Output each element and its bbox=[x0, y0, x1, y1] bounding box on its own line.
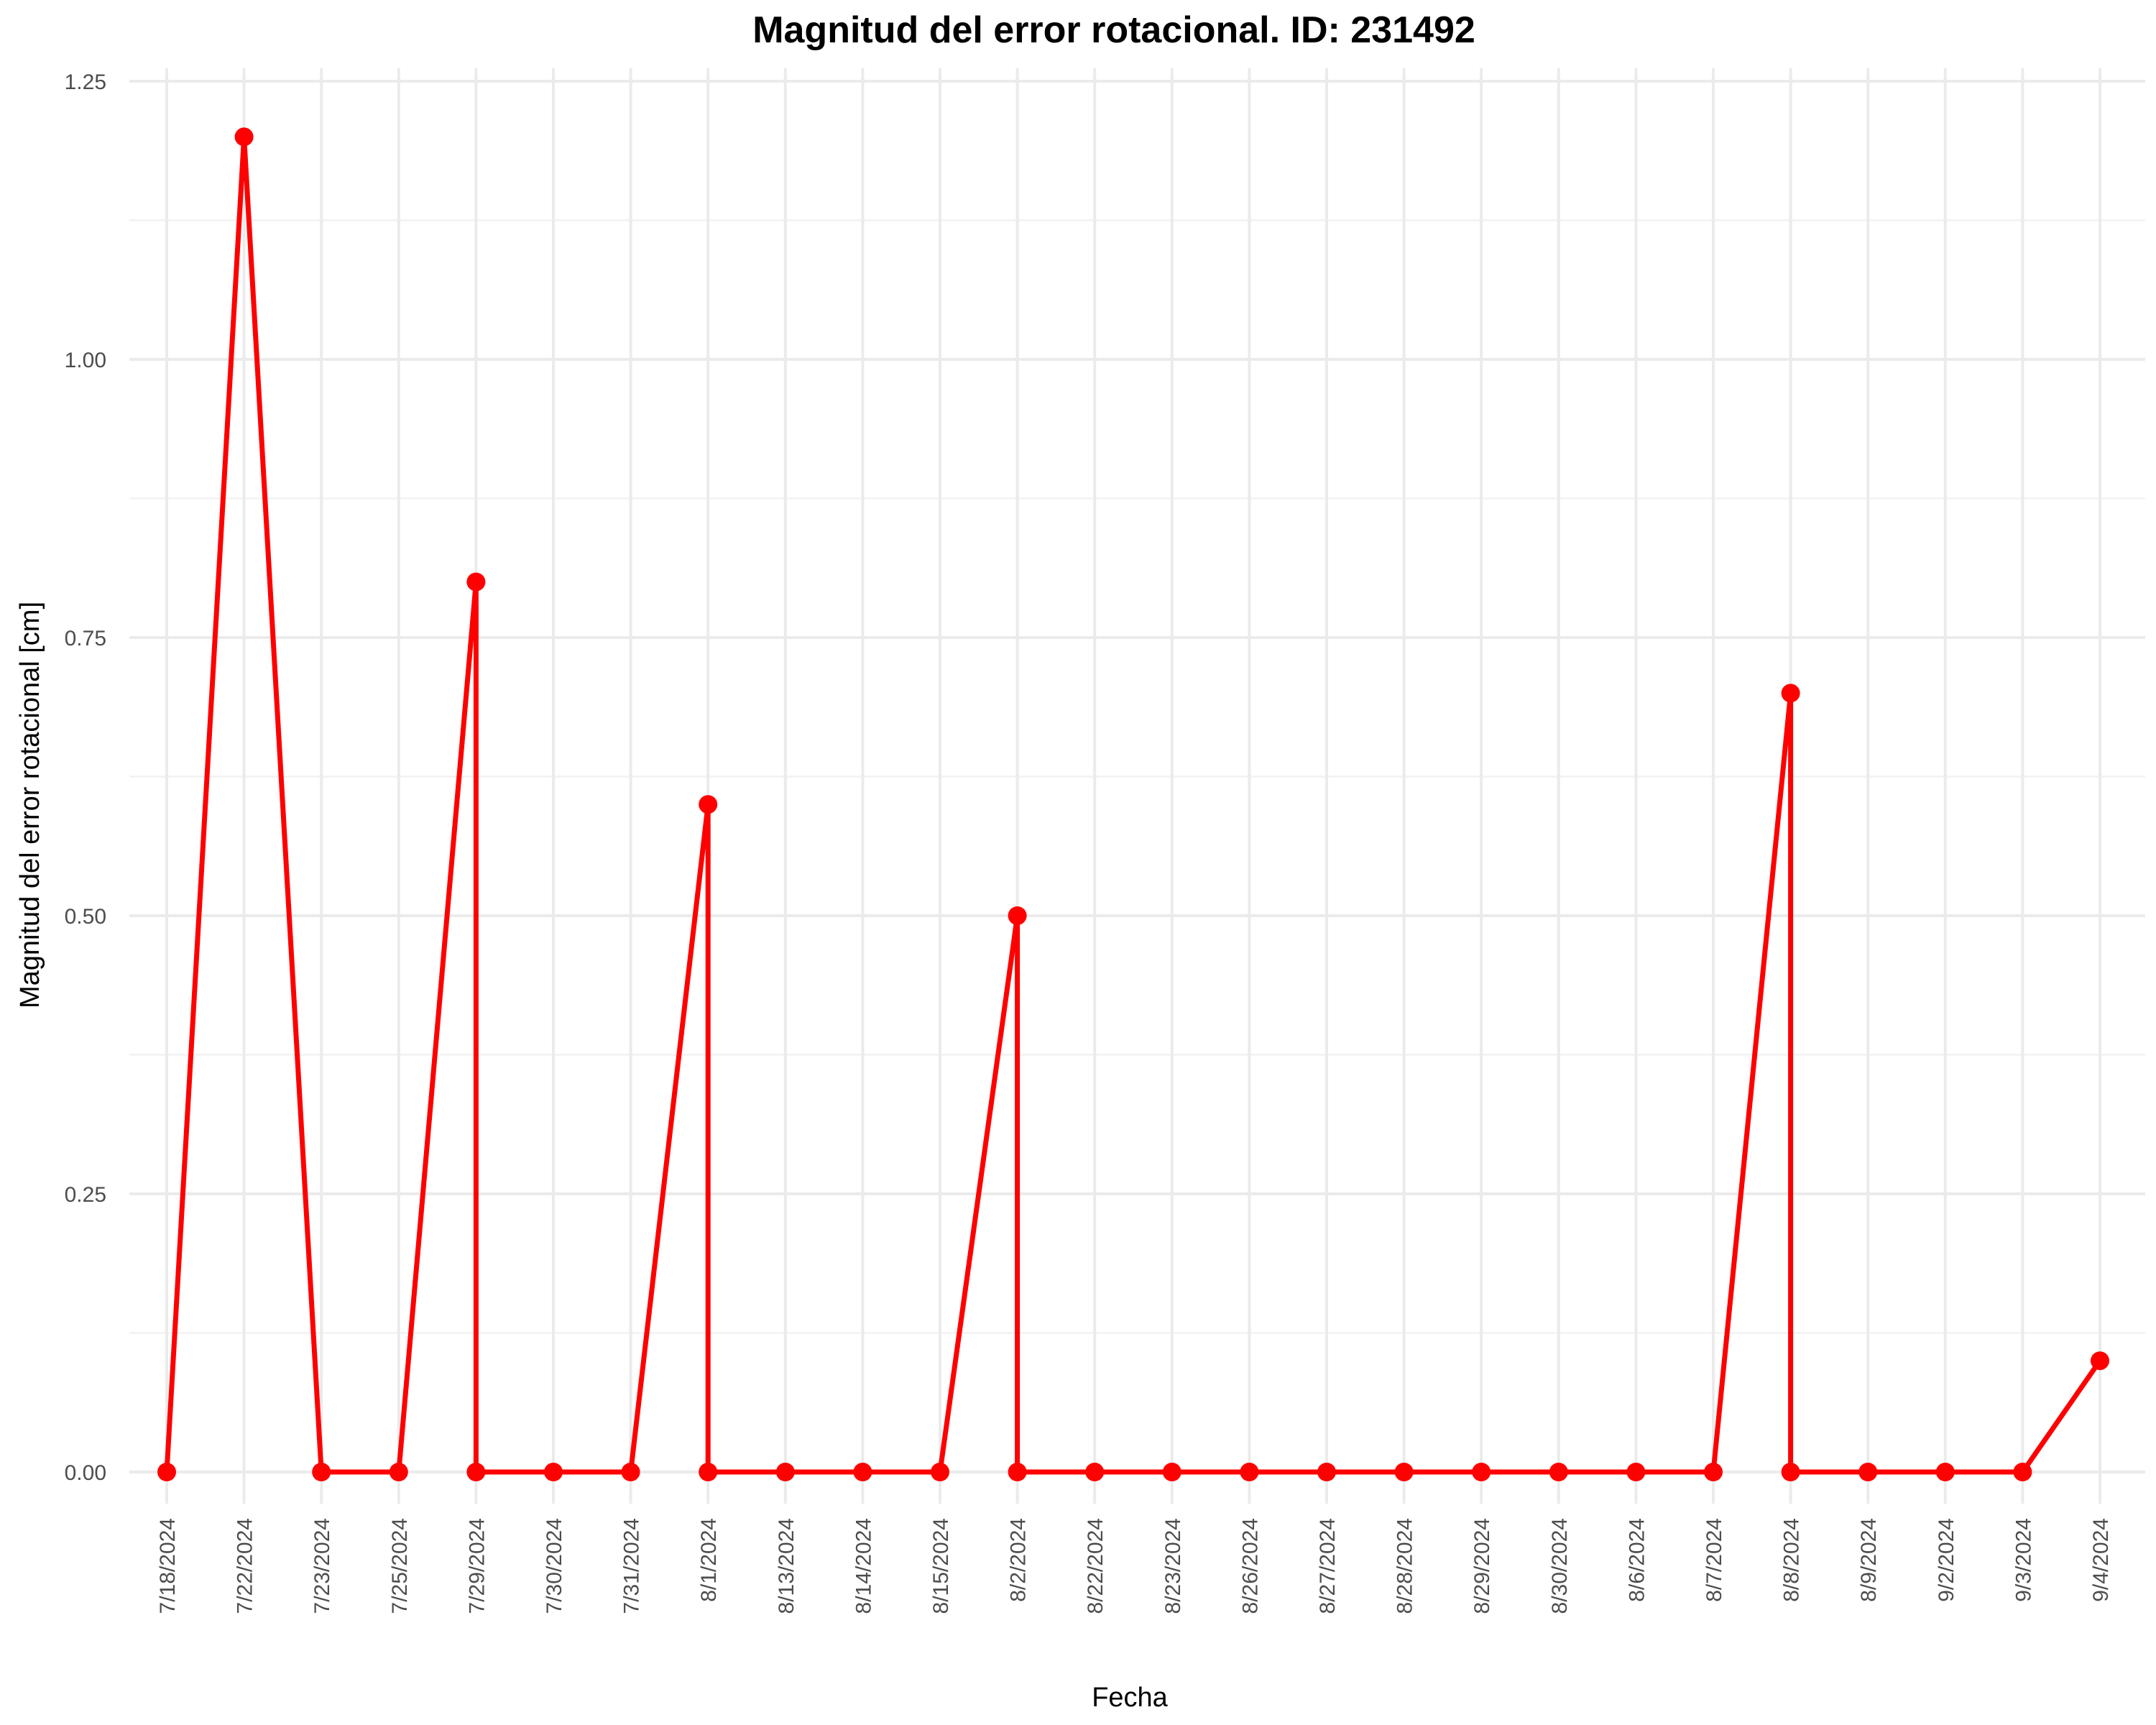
x-tick-label: 7/22/2024 bbox=[234, 1518, 257, 1614]
x-tick-label: 7/18/2024 bbox=[156, 1518, 180, 1614]
x-tick-label: 8/23/2024 bbox=[1161, 1518, 1185, 1614]
x-tick-label: 8/27/2024 bbox=[1316, 1518, 1340, 1614]
y-axis-title: Magnitud del error rotacional [cm] bbox=[15, 602, 45, 1008]
x-tick-label: 9/3/2024 bbox=[2012, 1518, 2035, 1602]
y-axis-ticks: 0.00 0.25 0.50 0.75 1.00 1.25 bbox=[65, 70, 106, 1485]
x-tick-label: 7/25/2024 bbox=[388, 1518, 412, 1614]
x-tick-label: 8/26/2024 bbox=[1238, 1518, 1262, 1614]
x-tick-label: 8/8/2024 bbox=[1780, 1518, 1804, 1602]
y-tick-label: 0.00 bbox=[65, 1461, 106, 1485]
x-tick-label: 8/6/2024 bbox=[1625, 1518, 1649, 1602]
x-tick-label: 8/15/2024 bbox=[929, 1518, 953, 1614]
data-point bbox=[2013, 1463, 2032, 1481]
data-point bbox=[1008, 1463, 1027, 1481]
data-point bbox=[157, 1463, 176, 1481]
data-point bbox=[1781, 1463, 1800, 1481]
y-tick-label: 0.50 bbox=[65, 905, 106, 929]
data-point bbox=[1935, 1463, 1955, 1481]
grid-layer bbox=[129, 68, 2145, 1504]
data-point bbox=[466, 572, 486, 592]
data-point bbox=[312, 1463, 331, 1481]
x-tick-label: 8/9/2024 bbox=[1857, 1518, 1881, 1602]
data-point bbox=[1549, 1463, 1568, 1481]
x-axis-ticks: 7/18/2024 7/22/2024 7/23/2024 7/25/2024 7/29… bbox=[156, 1518, 2113, 1614]
data-point bbox=[853, 1463, 872, 1481]
x-tick-label: 7/30/2024 bbox=[543, 1518, 566, 1614]
x-tick-label: 8/14/2024 bbox=[852, 1518, 875, 1614]
x-tick-label: 8/7/2024 bbox=[1703, 1518, 1726, 1602]
data-point bbox=[699, 795, 718, 814]
data-point bbox=[1317, 1463, 1336, 1481]
data-point bbox=[1704, 1463, 1723, 1481]
x-tick-label: 8/28/2024 bbox=[1393, 1518, 1417, 1614]
data-point bbox=[931, 1463, 949, 1481]
x-tick-label: 8/30/2024 bbox=[1548, 1518, 1572, 1614]
y-tick-label: 0.25 bbox=[65, 1183, 106, 1207]
series-layer bbox=[157, 127, 2109, 1481]
x-tick-label: 8/13/2024 bbox=[775, 1518, 798, 1614]
x-tick-label: 7/23/2024 bbox=[310, 1518, 334, 1614]
data-point bbox=[544, 1463, 563, 1481]
data-point bbox=[1394, 1463, 1414, 1481]
series-line bbox=[164, 134, 2103, 1475]
x-tick-label: 8/1/2024 bbox=[697, 1518, 721, 1602]
data-point bbox=[389, 1463, 408, 1481]
data-point bbox=[1472, 1463, 1491, 1481]
y-tick-label: 0.75 bbox=[65, 627, 106, 650]
data-point bbox=[1085, 1463, 1105, 1481]
x-tick-label: 8/22/2024 bbox=[1084, 1518, 1107, 1614]
data-point bbox=[1162, 1463, 1181, 1481]
x-tick-label: 9/2/2024 bbox=[1935, 1518, 1958, 1602]
data-point bbox=[1858, 1463, 1878, 1481]
data-point bbox=[775, 1463, 795, 1481]
data-point bbox=[699, 1463, 718, 1481]
x-tick-label: 8/2/2024 bbox=[1007, 1518, 1031, 1602]
y-tick-label: 1.00 bbox=[65, 349, 106, 372]
x-tick-label: 9/4/2024 bbox=[2089, 1518, 2113, 1602]
data-point bbox=[234, 127, 254, 147]
chart-title: Magnitud del error rotacional. ID: 23149… bbox=[752, 9, 1475, 51]
x-axis-title: Fecha bbox=[1092, 1683, 1168, 1713]
x-tick-label: 7/31/2024 bbox=[620, 1518, 644, 1614]
data-point bbox=[466, 1463, 486, 1481]
data-point bbox=[1240, 1463, 1259, 1481]
data-point bbox=[1008, 906, 1027, 925]
x-tick-label: 7/29/2024 bbox=[465, 1518, 489, 1614]
data-point bbox=[621, 1463, 640, 1481]
data-point bbox=[1626, 1463, 1646, 1481]
data-point bbox=[1781, 684, 1800, 703]
data-point bbox=[2091, 1351, 2109, 1371]
x-tick-label: 8/29/2024 bbox=[1470, 1518, 1494, 1614]
y-tick-label: 1.25 bbox=[65, 70, 106, 94]
